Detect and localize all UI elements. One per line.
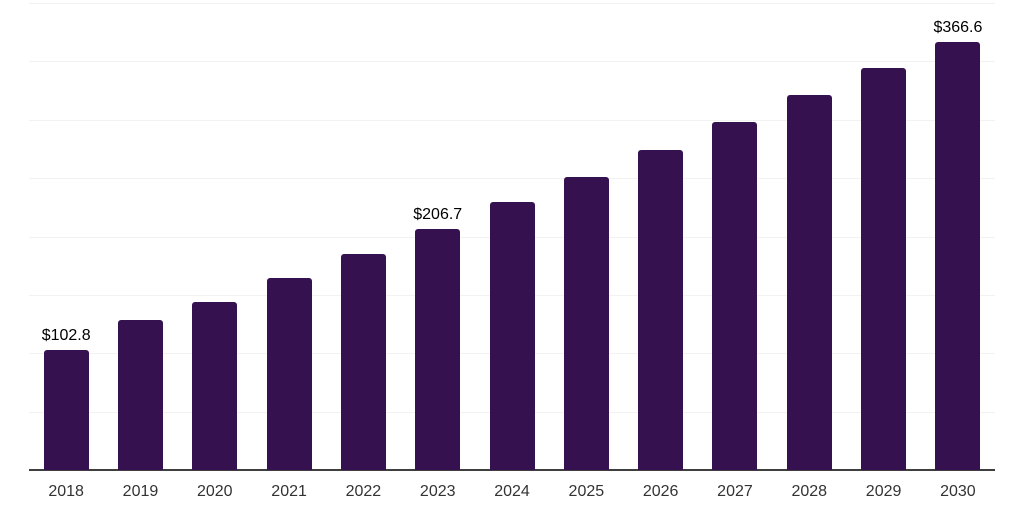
bar-slot-2022 <box>326 3 400 470</box>
bar-2018 <box>43 349 89 470</box>
bar-slot-2028 <box>772 3 846 470</box>
x-tick-label-2019: 2019 <box>122 483 159 500</box>
bar-2019 <box>117 319 163 470</box>
gridline-300 <box>29 119 995 121</box>
bar-slot-2021 <box>252 3 326 470</box>
bar-slot-2019 <box>103 3 177 470</box>
bar-slot-2030: $366.6 <box>921 3 995 470</box>
bar-2024 <box>489 202 535 470</box>
bar-2023 <box>415 228 461 470</box>
gridline-350 <box>29 61 995 63</box>
x-tick-label-2024: 2024 <box>494 483 530 500</box>
bar-value-label-2023: $206.7 <box>413 205 463 223</box>
bar-value-label-2030: $366.6 <box>933 19 983 36</box>
bar-2021 <box>266 278 312 470</box>
bar-slot-2023: $206.7 <box>401 3 475 470</box>
x-axis-tick-labels: 2018 2019 2020 2021 2022 2023 2024 2025 2026 2027… <box>29 484 995 500</box>
x-tick-label-2021: 2021 <box>271 483 307 500</box>
x-tick-label-2028: 2028 <box>791 483 828 500</box>
bar-slot-2027 <box>698 3 772 470</box>
bar-2027 <box>712 121 758 470</box>
bar-slot-2026 <box>624 3 698 470</box>
bar-slot-2018: $102.8 <box>29 3 103 470</box>
x-tick-label-2022: 2022 <box>345 483 382 500</box>
bar-2029 <box>861 67 907 470</box>
x-tick-label-2030: 2030 <box>940 483 976 500</box>
x-tick-label-2020: 2020 <box>196 483 233 500</box>
bar-2030 <box>935 42 981 470</box>
x-tick-label-2025: 2025 <box>568 483 605 500</box>
bar-2026 <box>638 150 684 470</box>
bar-value-label-2018: $102.8 <box>41 326 91 344</box>
x-tick-label-2027: 2027 <box>717 483 753 500</box>
bar-2022 <box>340 254 386 470</box>
bar-2025 <box>563 176 609 470</box>
gridline-400 <box>29 3 995 4</box>
gridline-250 <box>29 178 995 180</box>
bar-slot-2024 <box>475 3 549 470</box>
x-tick-label-2023: 2023 <box>419 483 456 500</box>
bar-slot-2020 <box>178 3 252 470</box>
bar-slot-2029 <box>846 3 920 470</box>
x-tick-label-2018: 2018 <box>48 483 84 500</box>
x-tick-label-2026: 2026 <box>642 483 679 500</box>
bar-2028 <box>786 95 832 470</box>
x-tick-label-2029: 2029 <box>865 483 902 500</box>
bar-slot-2025 <box>549 3 623 470</box>
bars-container: $102.8 $206.7 $366.6 <box>29 3 995 470</box>
x-axis-line <box>29 469 995 471</box>
bar-2020 <box>192 302 238 470</box>
